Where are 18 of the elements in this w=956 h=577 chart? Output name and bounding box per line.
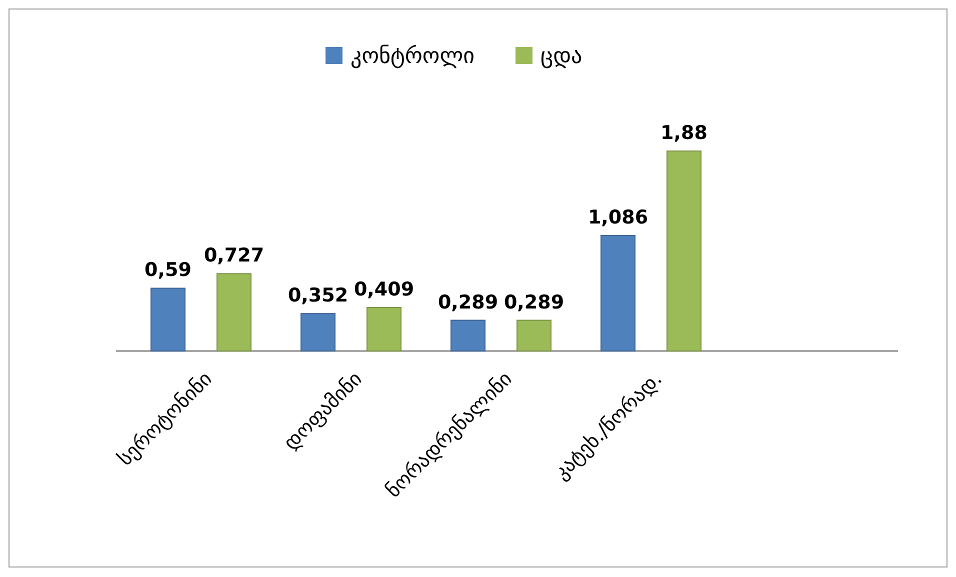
bar — [450, 320, 486, 352]
bar — [300, 313, 336, 352]
bar — [666, 150, 702, 352]
data-label: 0,289 — [438, 291, 498, 314]
legend-label: კონტროლი — [350, 44, 475, 69]
bar — [150, 288, 186, 352]
data-label: 0,727 — [204, 244, 264, 267]
data-label: 0,59 — [144, 259, 192, 282]
bar — [366, 306, 402, 352]
data-label: 0,352 — [288, 284, 348, 307]
legend-label: ცდა — [540, 44, 582, 69]
data-label: 1,086 — [588, 206, 648, 228]
data-label: 0,289 — [504, 291, 564, 314]
bar — [516, 320, 552, 352]
data-label: 1,88 — [660, 122, 708, 144]
bar — [600, 234, 636, 352]
data-label: 0,409 — [354, 278, 414, 300]
bar — [216, 273, 252, 352]
